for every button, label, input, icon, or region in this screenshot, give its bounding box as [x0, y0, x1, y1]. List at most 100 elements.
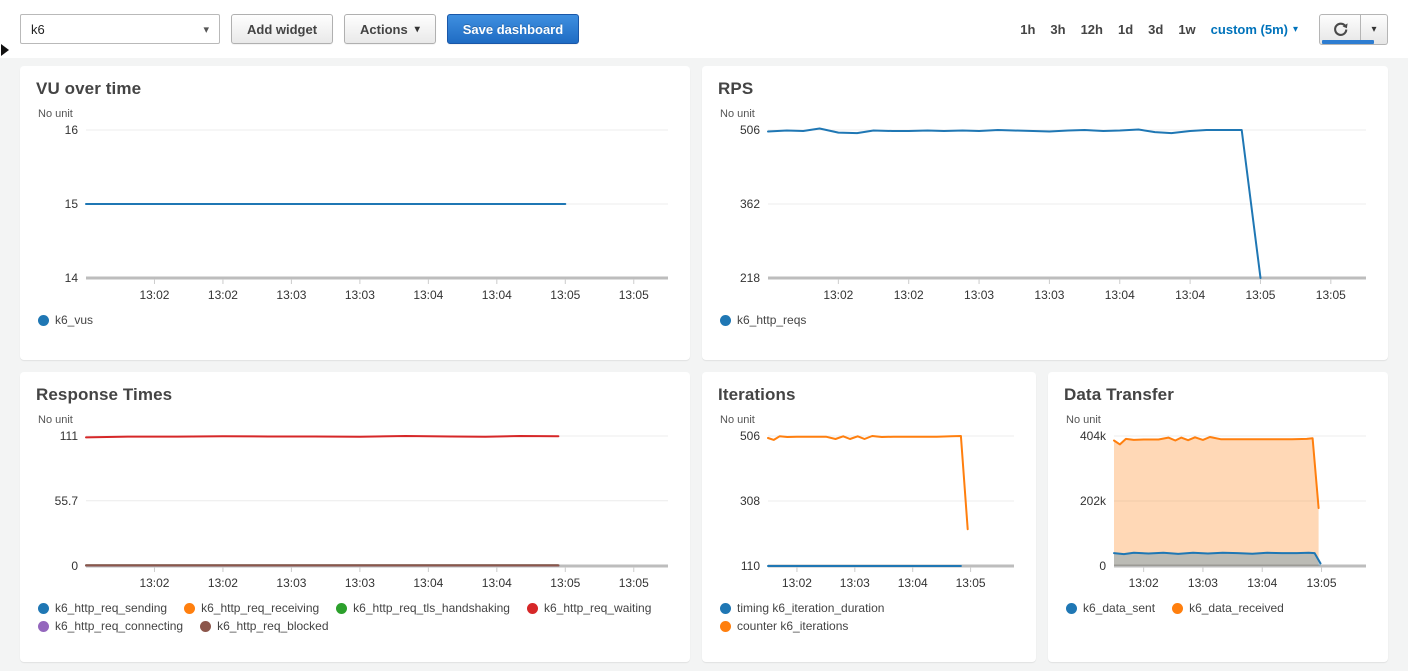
svg-text:13:03: 13:03	[964, 288, 994, 302]
dashboard-select[interactable]: k6 ▾	[20, 14, 220, 44]
refresh-icon	[1333, 22, 1348, 36]
svg-text:218: 218	[740, 271, 760, 285]
panel-response-times: Response Times No unit 111 55.7 0 13:02 13:0…	[20, 372, 690, 662]
sidebar-expand-icon[interactable]	[1, 44, 9, 56]
chart-legend: k6_http_reqs	[720, 313, 1372, 327]
legend-swatch-icon	[720, 314, 731, 326]
custom-time-range-button[interactable]: custom (5m) ▾	[1210, 21, 1298, 37]
svg-text:13:02: 13:02	[208, 288, 238, 302]
legend-label: k6_http_req_tls_handshaking	[353, 601, 510, 615]
svg-text:13:03: 13:03	[276, 288, 306, 302]
legend-item[interactable]: k6_http_reqs	[720, 313, 806, 327]
legend-item[interactable]: k6_data_sent	[1066, 601, 1155, 615]
save-dashboard-button[interactable]: Save dashboard	[446, 14, 580, 44]
panel-iterations: Iterations No unit 506 308 110 13:02 13:03 13…	[702, 372, 1036, 662]
svg-text:13:02: 13:02	[1129, 576, 1159, 590]
legend-label: k6_http_req_sending	[55, 601, 168, 615]
svg-text:0: 0	[71, 559, 78, 573]
svg-text:13:04: 13:04	[1105, 288, 1135, 302]
add-widget-button[interactable]: Add widget	[231, 14, 334, 44]
auto-refresh-progress-bar	[1322, 39, 1374, 44]
legend-item[interactable]: k6_http_req_blocked	[200, 619, 329, 633]
legend-swatch-icon	[336, 602, 348, 614]
panel-title: RPS	[718, 79, 754, 98]
svg-text:202k: 202k	[1080, 494, 1107, 508]
legend-item[interactable]: k6_http_req_receiving	[184, 601, 319, 615]
svg-text:308: 308	[740, 494, 760, 508]
legend-label: k6_vus	[55, 313, 94, 327]
actions-button[interactable]: Actions ▾	[344, 14, 436, 44]
legend-swatch-icon	[38, 314, 49, 326]
svg-text:13:05: 13:05	[1316, 288, 1346, 302]
dashboard-toolbar: k6 ▾ Add widget Actions ▾ Save dashboard…	[0, 0, 1408, 58]
legend-label: k6_http_req_blocked	[217, 619, 329, 633]
legend-label: k6_http_req_waiting	[543, 601, 652, 615]
svg-text:13:03: 13:03	[840, 576, 870, 590]
legend-label: k6_http_req_connecting	[55, 619, 184, 633]
legend-item[interactable]: k6_http_req_sending	[38, 601, 167, 615]
legend-swatch-icon	[38, 620, 49, 632]
unit-label: No unit	[38, 108, 73, 120]
legend-item[interactable]: counter k6_iterations	[720, 619, 848, 633]
svg-text:13:04: 13:04	[1247, 576, 1277, 590]
legend-label: k6_http_reqs	[737, 313, 807, 327]
chart-iterations[interactable]: 506 308 110 13:02 13:03 13:04 13:05	[718, 428, 1020, 599]
legend-item[interactable]: k6_data_received	[1172, 601, 1284, 615]
chart-response-times[interactable]: 111 55.7 0 13:02 13:02 13:03 13:03 13:04 13:04 13…	[36, 428, 674, 599]
legend-item[interactable]: k6_vus	[38, 313, 93, 327]
unit-label: No unit	[1066, 414, 1101, 426]
legend-item[interactable]: k6_http_req_tls_handshaking	[336, 601, 510, 615]
chart-vu-over-time[interactable]: 16 15 14 13:02 13:02 13:03 13:03 13:04 13:04 13:0…	[36, 122, 674, 311]
legend-swatch-icon	[184, 602, 196, 614]
svg-text:14: 14	[65, 271, 79, 285]
panel-title: Response Times	[36, 385, 173, 404]
legend-swatch-icon	[720, 620, 731, 632]
time-range-3d[interactable]: 3d	[1148, 21, 1164, 37]
svg-text:362: 362	[740, 197, 760, 211]
legend-swatch-icon	[200, 620, 212, 632]
legend-item[interactable]: k6_http_req_waiting	[526, 601, 652, 615]
svg-text:15: 15	[65, 197, 79, 211]
chevron-down-icon: ▾	[1292, 23, 1298, 35]
legend-label: timing k6_iteration_duration	[737, 601, 885, 615]
dashboard-grid: VU over time No unit 16 15 14 13:02 13:02 13:…	[0, 58, 1408, 662]
time-range-1d[interactable]: 1d	[1117, 21, 1134, 37]
svg-text:110: 110	[741, 559, 760, 573]
svg-text:13:03: 13:03	[345, 576, 375, 590]
time-range-12h[interactable]: 12h	[1080, 21, 1103, 37]
legend-item[interactable]: k6_http_req_connecting	[38, 619, 183, 633]
refresh-options-button[interactable]: ▾	[1361, 13, 1388, 45]
panel-rps: RPS No unit 506 362 218 13:02 13:02 13:03 13:0…	[702, 66, 1388, 360]
legend-item[interactable]: timing k6_iteration_duration	[720, 601, 884, 615]
chevron-down-icon: ▾	[203, 23, 209, 36]
time-range-1h[interactable]: 1h	[1020, 21, 1036, 37]
svg-text:13:02: 13:02	[894, 288, 924, 302]
svg-text:13:03: 13:03	[276, 576, 306, 590]
panel-data-transfer: Data Transfer No unit 404k 202k 0 13:02 13:0…	[1048, 372, 1388, 662]
chevron-down-icon: ▾	[1371, 23, 1377, 35]
svg-text:13:04: 13:04	[482, 576, 512, 590]
svg-text:13:05: 13:05	[956, 576, 986, 590]
svg-text:13:05: 13:05	[1245, 288, 1275, 302]
svg-text:13:03: 13:03	[1188, 576, 1218, 590]
time-range-3h[interactable]: 3h	[1050, 21, 1066, 37]
svg-text:13:03: 13:03	[345, 288, 375, 302]
chart-legend: k6_data_sent k6_data_received	[1066, 601, 1372, 615]
svg-text:13:05: 13:05	[550, 576, 580, 590]
svg-text:13:02: 13:02	[139, 288, 169, 302]
svg-text:404k: 404k	[1080, 429, 1107, 443]
time-range-1w[interactable]: 1w	[1178, 21, 1196, 37]
svg-text:13:02: 13:02	[208, 576, 238, 590]
legend-swatch-icon	[720, 602, 731, 614]
svg-text:13:05: 13:05	[1307, 576, 1337, 590]
chart-legend: k6_http_req_sending k6_http_req_receiving…	[38, 601, 674, 633]
refresh-button[interactable]	[1319, 13, 1361, 45]
panel-title: Data Transfer	[1064, 385, 1174, 404]
chart-rps[interactable]: 506 362 218 13:02 13:02 13:03 13:03 13:04 13:04 1…	[718, 122, 1372, 311]
svg-text:16: 16	[65, 123, 79, 137]
chart-legend: k6_vus	[38, 313, 674, 327]
legend-swatch-icon	[526, 602, 538, 614]
chart-data-transfer[interactable]: 404k 202k 0 13:02 13:03 13:04 13:05	[1064, 428, 1372, 599]
panel-title: VU over time	[36, 79, 142, 98]
